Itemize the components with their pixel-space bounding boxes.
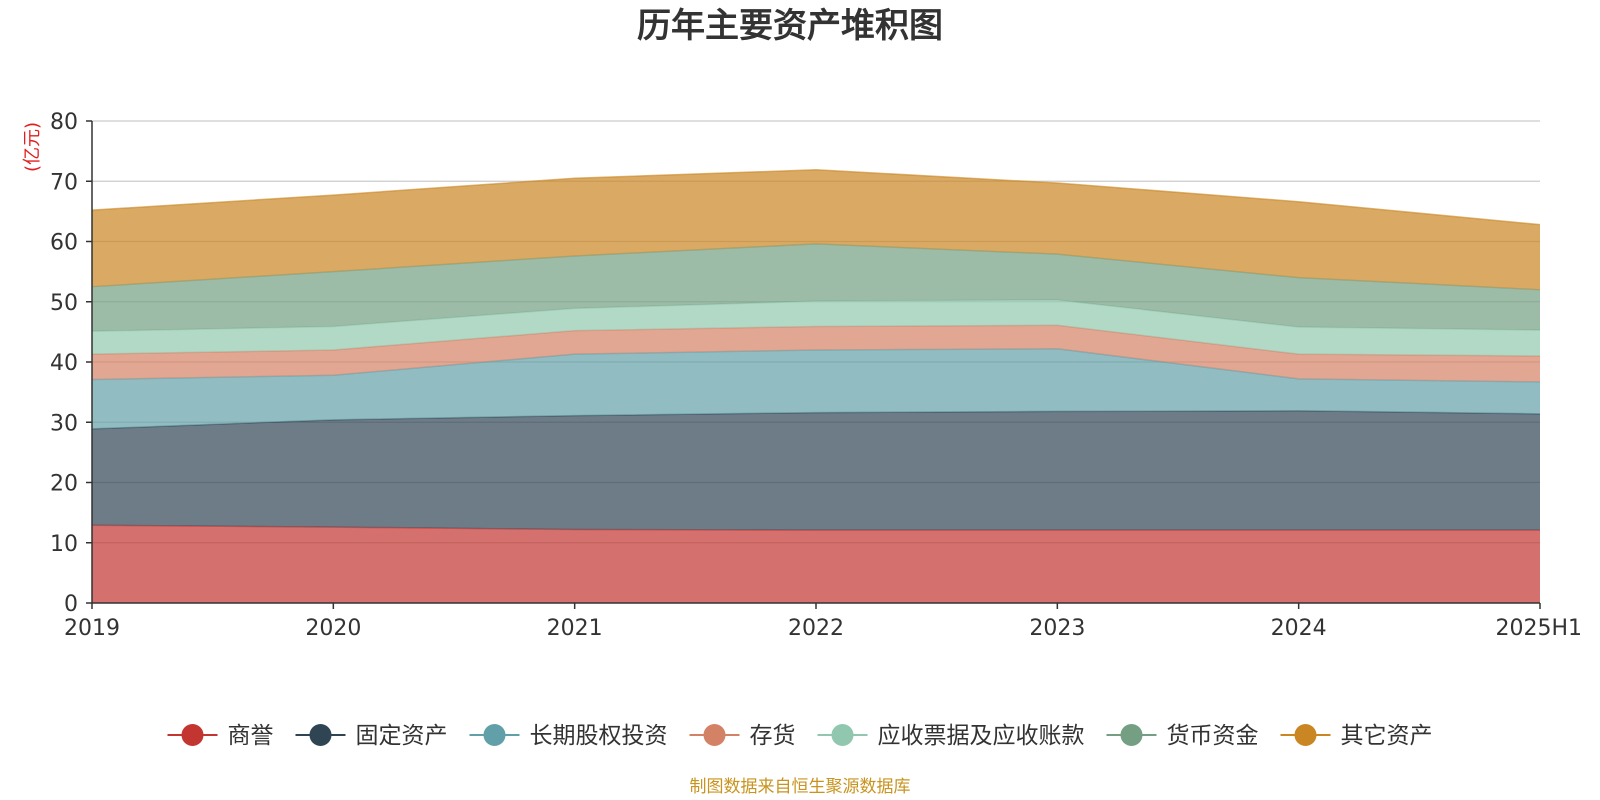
chart-title: 历年主要资产堆积图 xyxy=(637,6,943,46)
legend-marker-icon xyxy=(831,724,854,746)
x-tick-label-6: 2025H1 xyxy=(1495,616,1582,641)
legend-item-6[interactable]: 其它资产 xyxy=(1280,723,1433,749)
legend-marker-icon xyxy=(1120,724,1143,746)
y-tick-label-10: 10 xyxy=(50,532,78,557)
legend-item-0[interactable]: 商誉 xyxy=(167,723,274,749)
area-series-edge-6 xyxy=(91,169,1541,226)
legend-marker-icon xyxy=(703,724,726,746)
y-tick-label-40: 40 xyxy=(50,351,78,376)
legend-label: 长期股权投资 xyxy=(530,723,668,749)
y-tick-label-20: 20 xyxy=(50,472,78,497)
area-series-3[interactable] xyxy=(92,325,1540,382)
area-series-group xyxy=(91,169,1541,603)
area-series-6[interactable] xyxy=(92,169,1540,290)
legend-label: 应收票据及应收账款 xyxy=(878,723,1085,749)
legend-label: 货币资金 xyxy=(1167,723,1259,749)
legend-item-3[interactable]: 存货 xyxy=(689,723,796,749)
legend-label: 存货 xyxy=(750,723,796,749)
x-tick-label-3: 2022 xyxy=(788,616,844,641)
x-tick-label-1: 2020 xyxy=(305,616,361,641)
x-axis-ticks: 2019 2020 2021 2022 2023 2024 2025H1 xyxy=(64,603,1582,641)
legend[interactable]: 商誉 固定资产 长期股权投资 存货 应收票据及应收账款 货币资金 其它资产 xyxy=(167,723,1433,749)
legend-label: 固定资产 xyxy=(356,723,448,749)
legend-item-1[interactable]: 固定资产 xyxy=(295,723,448,749)
x-tick-label-2: 2021 xyxy=(547,616,603,641)
legend-item-5[interactable]: 货币资金 xyxy=(1106,723,1259,749)
area-series-2[interactable] xyxy=(92,348,1540,429)
y-tick-label-0: 0 xyxy=(64,592,78,617)
area-series-0[interactable] xyxy=(92,525,1540,603)
y-axis-unit-label: (亿元) xyxy=(22,122,43,172)
y-tick-label-60: 60 xyxy=(50,231,78,256)
area-series-1[interactable] xyxy=(92,410,1540,531)
legend-label: 其它资产 xyxy=(1341,723,1433,749)
x-tick-label-5: 2024 xyxy=(1271,616,1327,641)
legend-item-4[interactable]: 应收票据及应收账款 xyxy=(817,723,1085,749)
legend-marker-icon xyxy=(181,724,204,746)
y-tick-label-70: 70 xyxy=(50,170,78,195)
legend-label: 商誉 xyxy=(228,723,274,749)
y-axis-ticks: 0 10 20 30 40 50 60 70 80 xyxy=(50,110,92,617)
legend-item-2[interactable]: 长期股权投资 xyxy=(469,723,668,749)
legend-marker-icon xyxy=(309,724,332,746)
x-tick-label-0: 2019 xyxy=(64,616,120,641)
y-tick-label-50: 50 xyxy=(50,291,78,316)
y-tick-label-30: 30 xyxy=(50,411,78,436)
area-series-5[interactable] xyxy=(92,243,1540,332)
legend-marker-icon xyxy=(483,724,506,746)
data-source-note: 制图数据来自恒生聚源数据库 xyxy=(690,777,911,797)
legend-marker-icon xyxy=(1294,724,1317,746)
y-tick-label-80: 80 xyxy=(50,110,78,135)
x-tick-label-4: 2023 xyxy=(1029,616,1085,641)
